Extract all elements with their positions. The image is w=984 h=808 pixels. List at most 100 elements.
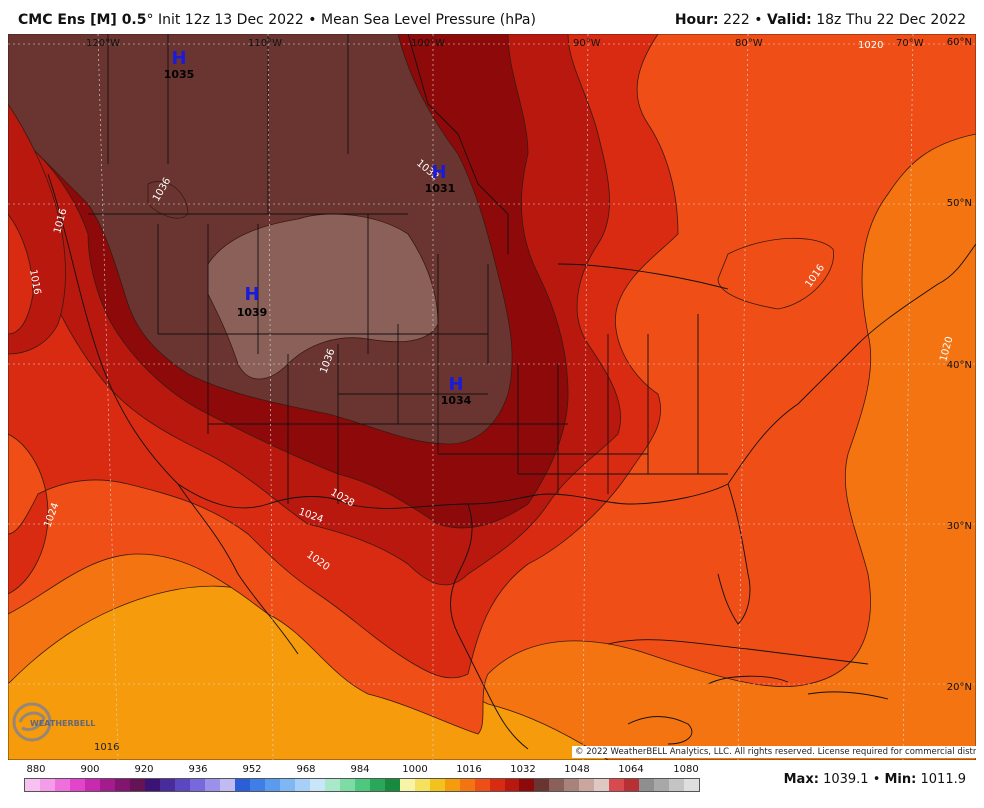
valid-value: 18z Thu 22 Dec 2022 [816,12,966,28]
high-center-1039: H 1039 [237,284,268,319]
colorbar-swatch [639,779,655,791]
colorbar-swatch [324,779,340,791]
max-min-readout: Max: 1039.1 • Min: 1011.9 [784,772,966,787]
colorbar-labels: 880 900 920 936 952 968 984 1000 1016 10… [0,764,984,778]
lat-label: 60°N [947,37,972,48]
colorbar-swatch [144,779,160,791]
zone-1039 [207,213,439,380]
high-value: 1035 [164,68,195,81]
colorbar-tick: 968 [296,764,316,775]
separator: • [868,772,885,787]
lon-label: 110°W [248,38,282,49]
colorbar-swatch [444,779,460,791]
colorbar-swatch [459,779,475,791]
hour-value: 222 [723,12,750,28]
lat-label: 30°N [947,521,972,532]
hour-label: Hour: [674,12,719,28]
max-value: 1039.1 [823,772,869,787]
degree-symbol: ° [146,12,154,28]
colorbar-tick: 1032 [510,764,536,775]
colorbar-tick: 920 [134,764,154,775]
colorbar-swatch [579,779,595,791]
logo-text: WEATHERBELL [30,719,95,728]
map-header: CMC Ens [M] 0.5° Init 12z 13 Dec 2022 • … [0,0,984,34]
colorbar-swatch [114,779,130,791]
colorbar-swatch [219,779,235,791]
colorbar-swatch [264,779,280,791]
init-text: Init 12z 13 Dec 2022 • Mean Sea Level Pr… [153,12,536,28]
colorbar [24,778,700,792]
colorbar-swatch [234,779,250,791]
colorbar-swatch [384,779,400,791]
pressure-centers: H 1035 H 1031 H 1039 H 1034 [164,48,472,407]
colorbar-swatch [339,779,355,791]
high-value: 1031 [425,182,456,195]
colorbar-swatch [249,779,265,791]
valid-time: Hour: 222 • Valid: 18z Thu 22 Dec 2022 [674,12,966,28]
high-center-1031: H 1031 [425,162,456,195]
colorbar-tick: 936 [188,764,208,775]
colorbar-tick: 984 [350,764,370,775]
lat-label: 20°N [947,682,972,693]
colorbar-tick: 1000 [402,764,428,775]
colorbar-swatch [654,779,670,791]
high-value: 1034 [441,394,472,407]
colorbar-swatch [54,779,70,791]
colorbar-swatch [39,779,55,791]
colorbar-swatch [429,779,445,791]
map-title: CMC Ens [M] 0.5° Init 12z 13 Dec 2022 • … [18,12,536,28]
colorbar-swatch [129,779,145,791]
colorbar-tick: 952 [242,764,262,775]
high-symbol: H [448,374,463,395]
lon-labels: 120°W 110°W 100°W 90°W 80°W 70°W [86,38,924,49]
lon-label: 120°W [86,38,120,49]
high-symbol: H [171,48,186,69]
colorbar-swatch [549,779,565,791]
colorbar-tick: 1016 [456,764,482,775]
min-label: Min: [884,772,917,787]
colorbar-swatch [594,779,610,791]
lon-label: 100°W [411,38,445,49]
high-symbol: H [431,162,446,183]
lon-label: 70°W [896,38,924,49]
copyright-notice: © 2022 WeatherBELL Analytics, LLC. All r… [572,746,976,758]
colorbar-swatch [354,779,370,791]
colorbar-swatch [669,779,685,791]
weatherbell-logo: WEATHERBELL [12,702,95,742]
lon-label: 90°W [573,38,601,49]
colorbar-swatch [309,779,325,791]
isobar-label: 1020 [858,40,883,51]
colorbar-swatch [174,779,190,791]
colorbar-tick: 900 [80,764,100,775]
zone-1024-west [8,213,34,335]
colorbar-swatch [399,779,415,791]
map-footer: 880 900 920 936 952 968 984 1000 1016 10… [0,760,984,808]
valid-label: Valid: [767,12,812,28]
model-name: CMC Ens [M] 0.5 [18,12,147,28]
colorbar-swatch [609,779,625,791]
colorbar-swatch [69,779,85,791]
colorbar-swatch [369,779,385,791]
pressure-map[interactable]: 120°W 110°W 100°W 90°W 80°W 70°W 60°N 50… [8,34,976,760]
colorbar-swatch [294,779,310,791]
colorbar-swatch [489,779,505,791]
colorbar-tick: 1064 [618,764,644,775]
isobar-label: 1016 [27,269,42,296]
colorbar-tick: 880 [26,764,46,775]
colorbar-swatch [204,779,220,791]
lat-label: 50°N [947,198,972,209]
high-center-1035: H 1035 [164,48,195,81]
colorbar-swatch [519,779,535,791]
lon-label: 80°W [735,38,763,49]
colorbar-swatch [189,779,205,791]
high-value: 1039 [237,306,268,319]
lat-labels: 60°N 50°N 40°N 30°N 20°N [947,37,972,693]
coastlines-and-borders [47,34,976,750]
colorbar-swatch [279,779,295,791]
colorbar-swatch [25,779,40,791]
colorbar-swatch [474,779,490,791]
high-symbol: H [244,284,259,305]
colorbar-swatch [534,779,550,791]
colorbar-swatch [684,779,700,791]
colorbar-swatch [564,779,580,791]
